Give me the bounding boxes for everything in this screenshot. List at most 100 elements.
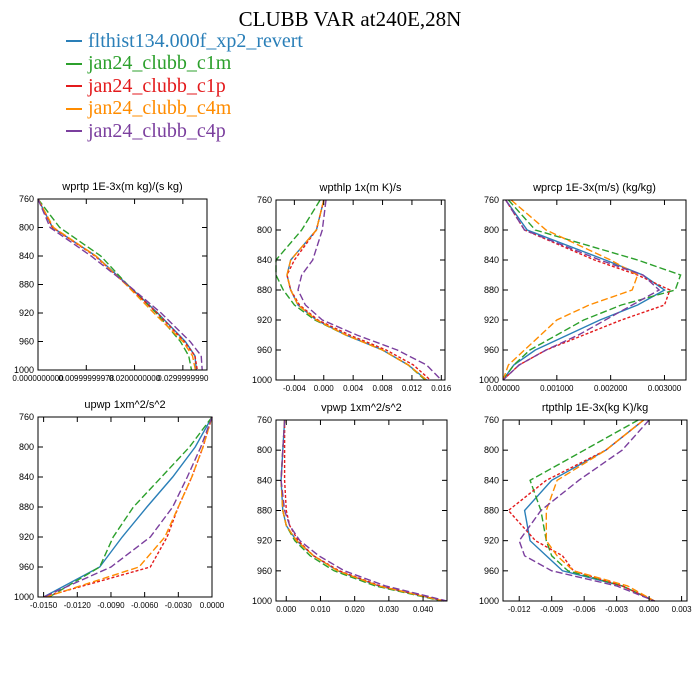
x-tick-label: -0.0150 [30,601,58,610]
series-line [502,199,682,381]
y-tick-label: 840 [19,251,34,261]
legend-label: jan24_clubb_c1p [88,74,226,97]
chart-panel: wpthlp 1x(m K)/s 760 800 840 880 920 960 1000 -0… [252,182,452,393]
y-tick-label: 1000 [252,375,272,385]
y-tick-label: 960 [257,345,272,355]
y-tick-label: 880 [484,506,499,516]
series-line [502,199,666,381]
series-line [280,419,443,602]
series-line [48,416,213,598]
legend-line-swatch [66,130,82,133]
x-tick-label: -0.004 [283,384,306,393]
x-tick-label: 0.000 [314,384,335,393]
plot-frame [275,199,446,381]
y-tick-label: 840 [484,475,499,485]
y-tick-label: 920 [257,536,272,546]
y-tick-label: 800 [19,223,34,233]
y-tick-label: 920 [19,308,34,318]
x-tick-label: -0.0030 [165,601,193,610]
x-tick-label: 0.001000 [540,384,574,393]
x-tick-label: 0.010 [310,605,331,614]
x-tick-label: 0.000 [276,605,297,614]
x-tick-label: 0.002000 [594,384,628,393]
legend-entry: jan24_clubb_c4m [66,97,303,121]
series-line [37,198,203,371]
y-tick-label: 840 [257,255,272,265]
x-tick-label: 0.003 [672,605,693,614]
chart-panel: upwp 1xm^2/s^27608008408809209601000-0.0… [14,399,225,610]
y-tick-label: 800 [484,225,499,235]
x-tick-label: 0.016 [431,384,452,393]
y-tick-label: 760 [19,412,34,422]
chart-panel: rtpthlp 1E-3x(kg K)/kg 760 800 840 880 920 960… [479,402,692,614]
y-tick-label: 760 [484,195,499,205]
y-tick-label: 800 [257,225,272,235]
y-tick-label: 1000 [479,596,499,606]
y-tick-label: 760 [257,195,272,205]
chart-panel: wprtp 1E-3x(m kg)/(s kg) 760 800 840 880 920 9… [12,181,209,383]
plot-frame [275,419,448,602]
series-line [545,419,655,602]
y-tick-label: 960 [19,337,34,347]
series-line [529,419,655,602]
x-tick-label: -0.012 [508,605,531,614]
x-tick-label: 0.020 [345,605,366,614]
y-tick-label: 840 [257,475,272,485]
x-tick-label: 0.030 [379,605,400,614]
x-tick-label: 0.040 [413,605,434,614]
x-tick-label: 0.0000000000 [12,374,64,383]
series-line [502,199,671,381]
y-tick-label: 1000 [479,375,499,385]
x-tick-label: 0.008 [373,384,394,393]
x-tick-label: -0.0120 [64,601,92,610]
legend-label: jan24_clubb_c1m [88,52,232,75]
series-line [502,199,639,381]
x-tick-label: 0.00999999978 [58,374,114,383]
x-tick-label: -0.009 [540,605,563,614]
legend-label: jan24_clubb_c4m [88,97,232,120]
panel-title: wprtp 1E-3x(m kg)/(s kg) [61,181,182,193]
series-line [45,416,213,598]
x-tick-label: -0.006 [573,605,596,614]
x-tick-label: -0.0090 [97,601,125,610]
y-tick-label: 800 [484,445,499,455]
legend-line-swatch [66,107,82,110]
y-tick-label: 960 [19,562,34,572]
y-tick-label: 920 [484,536,499,546]
y-tick-label: 920 [484,315,499,325]
series-line [37,198,198,371]
y-tick-label: 1000 [14,365,34,375]
y-tick-label: 760 [484,415,499,425]
plot-frame [37,416,213,598]
series-line [518,419,655,602]
legend-entry: jan24_clubb_c4p [66,120,303,143]
x-tick-label: 0.000000 [486,384,520,393]
series-line [37,198,193,371]
y-tick-label: 840 [19,472,34,482]
plot-frame [502,419,688,602]
y-tick-label: 880 [257,506,272,516]
y-tick-label: 1000 [252,596,272,606]
x-tick-label: 0.003000 [648,384,682,393]
legend-line-swatch [66,40,82,43]
y-tick-label: 960 [257,566,272,576]
y-tick-label: 760 [19,194,34,204]
series-line [43,416,213,598]
y-tick-label: 1000 [14,592,34,602]
legend-entry: jan24_clubb_c1m [66,52,303,76]
legend-entry: jan24_clubb_c1p [66,75,303,98]
y-tick-label: 920 [19,532,34,542]
y-tick-label: 960 [484,345,499,355]
x-tick-label: 0.012 [402,384,423,393]
series-line [37,198,198,371]
series-line [502,199,661,381]
y-tick-label: 880 [19,502,34,512]
y-tick-label: 920 [257,315,272,325]
x-tick-label: 0.0299999990 [157,374,209,383]
series-line [43,416,213,598]
y-tick-label: 760 [257,415,272,425]
series-line [37,198,197,371]
chart-title: CLUBB VAR at240E,28N [238,7,462,31]
legend-label: flthist134.000f_xp2_revert [88,29,303,52]
